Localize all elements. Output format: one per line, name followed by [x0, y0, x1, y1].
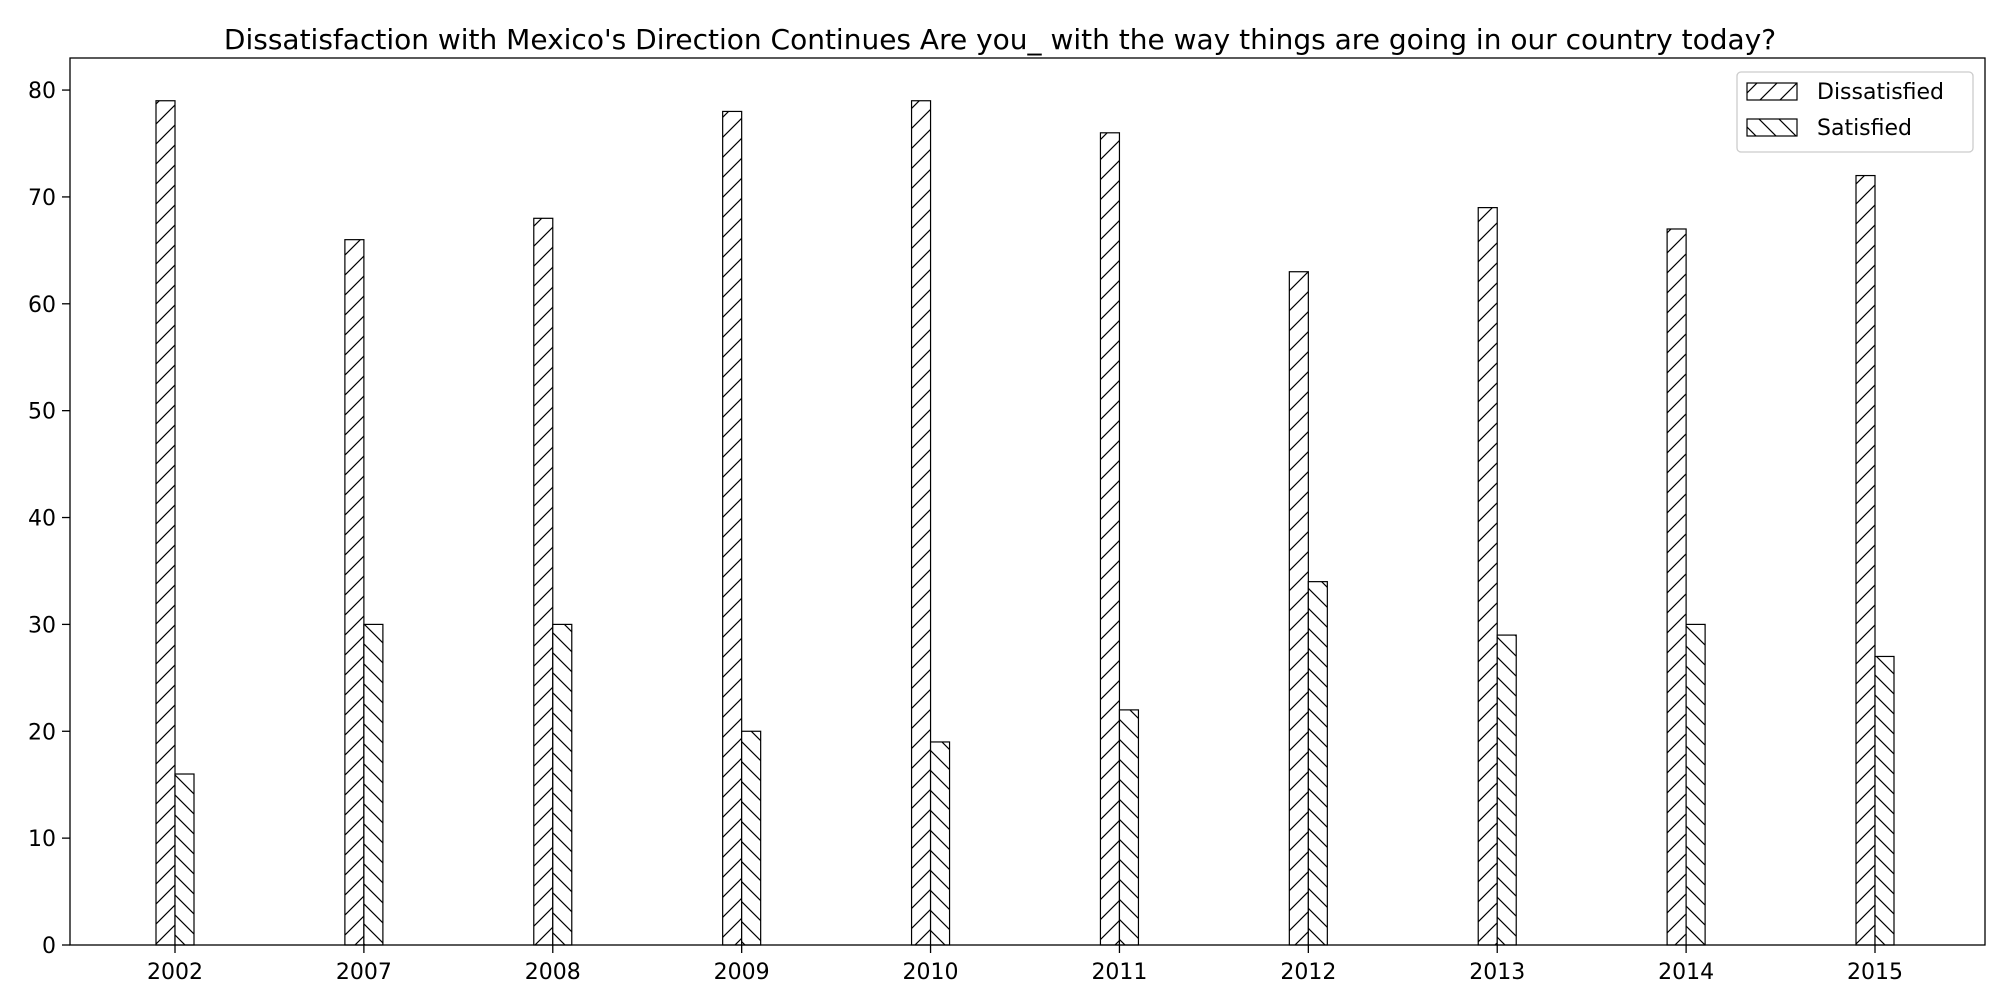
- y-tick-label: 70: [28, 186, 56, 211]
- x-tick-label: 2002: [147, 960, 203, 985]
- y-tick-label: 0: [42, 934, 56, 959]
- bar-satisfied-2013: [1496, 634, 1517, 946]
- x-tick-label: 2007: [336, 960, 392, 985]
- x-tick-label: 2010: [903, 960, 959, 985]
- y-tick-label: 40: [28, 507, 56, 532]
- bar-satisfied-2012: [1307, 581, 1328, 946]
- bar-dissatisfied-2009: [722, 110, 743, 946]
- bar-dissatisfied-2012: [1288, 271, 1309, 946]
- x-tick-label: 2011: [1091, 960, 1147, 985]
- x-tick-label: 2009: [714, 960, 770, 985]
- legend-swatch-satisfied: [1746, 118, 1798, 137]
- y-tick-label: 50: [28, 400, 56, 425]
- y-tick-label: 10: [28, 827, 56, 852]
- x-tick-label: 2008: [525, 960, 581, 985]
- bar-dissatisfied-2014: [1666, 228, 1687, 946]
- bar-dissatisfied-2007: [344, 239, 365, 946]
- plot-frame: [69, 57, 1986, 946]
- bar-satisfied-2014: [1685, 623, 1706, 946]
- bar-satisfied-2008: [552, 623, 573, 946]
- y-tick-label: 80: [28, 79, 56, 104]
- bar-satisfied-2007: [363, 623, 384, 946]
- legend-label-satisfied: Satisfied: [1817, 116, 1912, 141]
- x-tick-label: 2013: [1469, 960, 1525, 985]
- legend-label-dissatisfied: Dissatisfied: [1817, 80, 1944, 105]
- bar-satisfied-2015: [1874, 655, 1895, 946]
- bar-satisfied-2009: [741, 730, 762, 946]
- bar-dissatisfied-2015: [1855, 174, 1876, 946]
- x-tick-label: 2015: [1847, 960, 1903, 985]
- x-tick-label: 2012: [1280, 960, 1336, 985]
- y-tick-label: 30: [28, 613, 56, 638]
- bar-dissatisfied-2013: [1477, 207, 1498, 946]
- plot-area: 0 10 20 30 40 50 60 70 80 2002 2007 2008 2009 2010 201…: [28, 79, 1903, 985]
- y-tick-label: 60: [28, 293, 56, 318]
- legend: Dissatisfied Satisfied: [1736, 71, 1974, 153]
- bar-satisfied-2011: [1118, 709, 1140, 946]
- chart-title: Dissatisfaction with Mexico's Direction …: [224, 23, 1776, 56]
- bar-satisfied-2010: [929, 741, 951, 946]
- bar-dissatisfied-2008: [533, 217, 554, 946]
- bar-dissatisfied-2011: [1099, 132, 1121, 946]
- x-tick-label: 2014: [1658, 960, 1714, 985]
- legend-swatch-dissatisfied: [1746, 82, 1798, 101]
- bar-dissatisfied-2002: [155, 100, 176, 946]
- bar-dissatisfied-2010: [910, 100, 932, 946]
- bar-satisfied-2002: [174, 773, 195, 946]
- y-tick-label: 20: [28, 720, 56, 745]
